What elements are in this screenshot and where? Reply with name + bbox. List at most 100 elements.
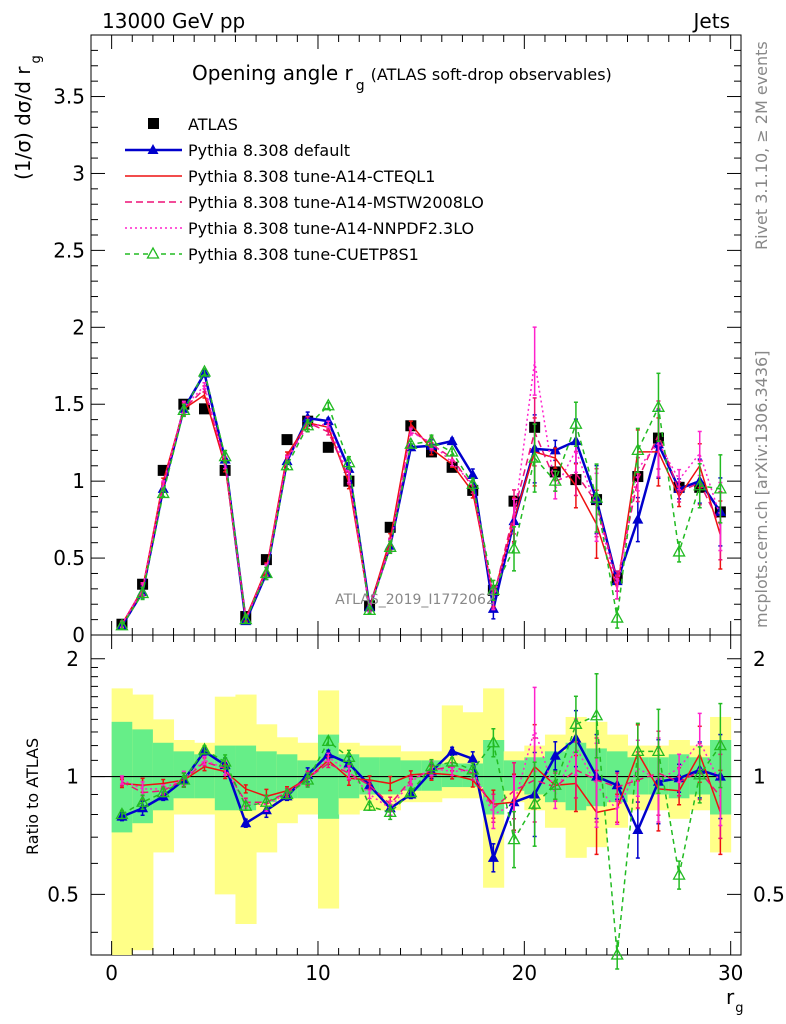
main-point-pythia-8-308-tune-cuetp8s1 — [321, 398, 335, 411]
legend-item-atlas: ATLAS — [148, 115, 238, 134]
main-point-atlas — [198, 403, 210, 415]
main-y-axis-label-text: (1/σ) dσ/d r — [11, 66, 35, 180]
main-axis-ticks: 0 0.5 1 1.5 2 2.5 3 3.5 — [53, 35, 741, 647]
main-point-pythia-8-308-tune-cuetp8s1 — [424, 433, 439, 446]
ratio-y-tick-label: 2 — [66, 647, 79, 671]
main-point-pythia-8-308-tune-cuetp8s1 — [651, 399, 666, 412]
x-axis-label-text: r — [726, 985, 735, 1009]
ratio-point-pythia-8-308-tune-cuetp8s1 — [197, 742, 212, 755]
main-point-pythia-8-308-tune-cuetp8s1 — [156, 486, 170, 499]
main-point-pythia-8-308-tune-cuetp8s1 — [466, 476, 480, 489]
ratio-point-pythia-8-308-tune-cuetp8s1 — [156, 785, 170, 798]
main-point-pythia-8-308-tune-cuetp8s1 — [631, 443, 645, 456]
main-series-layer — [115, 326, 727, 631]
legend-label-atlas: ATLAS — [188, 115, 238, 134]
ratio-point-pythia-8-308-tune-cuetp8s1 — [569, 716, 583, 729]
ratio-line-pythia-8-308-tune-a14-nnpdf2-3lo — [121, 728, 722, 816]
ratio-point-pythia-8-308-tune-cuetp8s1 — [486, 735, 500, 748]
main-point-pythia-8-308-tune-cuetp8s1 — [362, 603, 377, 616]
main-point-pythia-8-308-tune-cuetp8s1 — [672, 544, 686, 557]
main-y-tick-label: 1 — [72, 469, 85, 493]
ratio-line-pythia-8-308-tune-a14-mstw2008lo — [121, 761, 721, 809]
main-line-pythia-8-308-tune-a14-nnpdf2-3lo — [121, 360, 722, 625]
main-title-suffix: (ATLAS soft-drop observables) — [371, 65, 612, 84]
ratio-y-tick-label-right: 1 — [753, 765, 766, 789]
process-label: Jets — [692, 9, 730, 33]
main-point-pythia-8-308-default — [322, 415, 334, 426]
ratio-point-pythia-8-308-tune-cuetp8s1 — [548, 777, 562, 790]
legend-item-pythia-8-308-tune-a14-mstw2008lo: Pythia 8.308 tune-A14-MSTW2008LO — [125, 193, 484, 212]
main-point-pythia-8-308-tune-cuetp8s1 — [713, 481, 727, 494]
ratio-point-pythia-8-308-default — [549, 749, 561, 760]
main-point-atlas — [157, 464, 169, 476]
main-point-pythia-8-308-tune-cuetp8s1 — [115, 618, 129, 631]
main-y-tick-label: 2.5 — [53, 238, 85, 262]
ratio-point-pythia-8-308-tune-cuetp8s1 — [507, 832, 521, 845]
ratio-line-pythia-8-308-tune-cuetp8s1 — [121, 715, 721, 956]
ratio-point-pythia-8-308-default — [487, 851, 499, 862]
x-tick-label: 20 — [512, 961, 537, 985]
ratio-point-pythia-8-308-tune-cuetp8s1 — [651, 743, 666, 756]
ratio-point-pythia-8-308-tune-cuetp8s1 — [383, 805, 397, 818]
main-point-pythia-8-308-tune-cuetp8s1 — [177, 403, 191, 416]
x-tick-label: 0 — [105, 961, 118, 985]
ratio-point-pythia-8-308-tune-cuetp8s1 — [362, 798, 377, 811]
main-y-tick-label: 3 — [72, 161, 85, 185]
main-series-pythia-8-308-tune-a14-nnpdf2-3lo — [119, 326, 723, 628]
ratio-point-pythia-8-308-tune-cuetp8s1 — [259, 794, 273, 807]
main-point-pythia-8-308-tune-cuetp8s1 — [404, 436, 418, 449]
energy-label: 13000 GeV pp — [102, 9, 245, 33]
main-point-atlas — [322, 441, 334, 453]
ratio-point-pythia-8-308-tune-cuetp8s1 — [466, 762, 480, 775]
main-y-tick-label: 2 — [72, 315, 85, 339]
ratio-point-pythia-8-308-tune-cuetp8s1 — [693, 767, 707, 780]
ratio-point-pythia-8-308-tune-cuetp8s1 — [631, 743, 645, 756]
ratio-point-pythia-8-308-tune-cuetp8s1 — [301, 772, 315, 785]
ratio-series-pythia-8-308-tune-cuetp8s1 — [115, 673, 727, 970]
main-point-pythia-8-308-default — [632, 513, 644, 524]
legend-label-pythia-8-308-tune-a14-nnpdf2-3lo: Pythia 8.308 tune-A14-NNPDF2.3LO — [188, 219, 474, 238]
ratio-point-pythia-8-308-tune-cuetp8s1 — [528, 796, 542, 809]
x-axis-label-subscript: g — [735, 1001, 743, 1016]
ratio-point-pythia-8-308-tune-cuetp8s1 — [672, 867, 686, 880]
legend-item-pythia-8-308-tune-a14-cteql1: Pythia 8.308 tune-A14-CTEQL1 — [125, 167, 435, 186]
ratio-point-pythia-8-308-tune-cuetp8s1 — [610, 947, 624, 960]
ratio-point-pythia-8-308-tune-cuetp8s1 — [115, 807, 129, 820]
main-plot: 0 0.5 1 1.5 2 2.5 3 3.5 ATLAS_2019_I1772062 Ope… — [11, 34, 742, 647]
ratio-plot: 0.5 0.51 12 20 10 20 30 Ratio to ATLAS rg — [23, 634, 785, 1016]
main-point-pythia-8-308-tune-cuetp8s1 — [280, 458, 294, 471]
main-point-pythia-8-308-tune-cuetp8s1 — [589, 490, 604, 503]
main-y-axis-label: (1/σ) dσ/d r g — [11, 55, 44, 180]
ratio-point-pythia-8-308-tune-cuetp8s1 — [589, 708, 604, 721]
main-y-tick-label: 3.5 — [53, 85, 85, 109]
x-tick-label: 30 — [718, 961, 743, 985]
ratio-series-layer — [115, 673, 727, 970]
ratio-point-pythia-8-308-tune-cuetp8s1 — [445, 754, 459, 767]
main-point-atlas — [384, 521, 396, 533]
main-point-pythia-8-308-tune-cuetp8s1 — [383, 539, 397, 552]
main-point-pythia-8-308-tune-cuetp8s1 — [197, 364, 212, 377]
ratio-point-pythia-8-308-default — [240, 817, 252, 828]
ratio-y-tick-label: 0.5 — [47, 882, 79, 906]
main-point-pythia-8-308-tune-cuetp8s1 — [693, 478, 707, 491]
main-point-pythia-8-308-tune-cuetp8s1 — [342, 455, 356, 468]
main-series-pythia-8-308-tune-cuetp8s1 — [115, 364, 727, 631]
main-point-atlas — [260, 554, 272, 566]
ratio-point-pythia-8-308-tune-cuetp8s1 — [424, 759, 439, 772]
main-y-tick-label: 0 — [72, 623, 85, 647]
ratio-axis-ticks: 0.5 0.51 12 20 10 20 30 — [47, 635, 785, 985]
main-point-pythia-8-308-default — [467, 469, 479, 479]
ratio-point-pythia-8-308-tune-cuetp8s1 — [713, 738, 727, 751]
legend-marker-pythia-8-308-tune-cuetp8s1 — [146, 246, 160, 259]
ratio-point-pythia-8-308-tune-cuetp8s1 — [239, 798, 253, 811]
ratio-point-pythia-8-308-tune-cuetp8s1 — [280, 787, 294, 800]
ratio-point-pythia-8-308-tune-cuetp8s1 — [135, 794, 150, 807]
ratio-point-pythia-8-308-tune-cuetp8s1 — [177, 772, 191, 785]
main-point-pythia-8-308-tune-cuetp8s1 — [528, 450, 542, 463]
main-line-pythia-8-308-tune-a14-mstw2008lo — [121, 388, 722, 625]
ratio-line-pythia-8-308-tune-a14-cteql1 — [121, 752, 722, 814]
ratio-point-pythia-8-308-tune-cuetp8s1 — [321, 734, 335, 747]
legend: ATLAS Pythia 8.308 default Pythia 8.308 tu… — [125, 115, 484, 264]
watermark: ATLAS_2019_I1772062 — [335, 592, 495, 608]
legend-label-pythia-8-308-default: Pythia 8.308 default — [188, 141, 350, 160]
